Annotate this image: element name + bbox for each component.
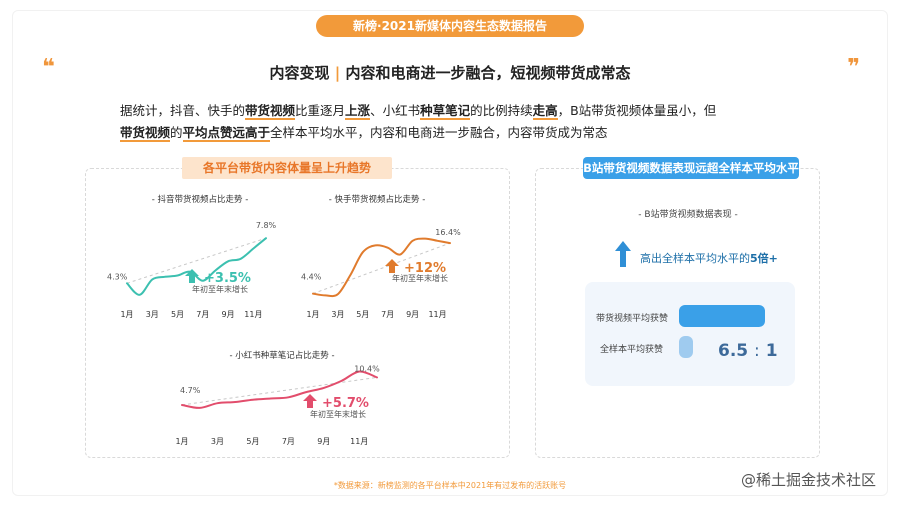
intro-text-5: ，B站带货视频体量虽小，但 — [557, 103, 717, 118]
quote-open-icon: ❝ — [42, 55, 55, 80]
ratio-right: 1 — [765, 341, 778, 361]
bilibili-chart-title: - B站带货视频数据表现 - — [638, 210, 738, 220]
headline-divider: | — [334, 64, 346, 82]
bilibili-stat-card — [585, 282, 795, 386]
quote-close-icon: ❞ — [847, 55, 860, 80]
intro-keyword-5: 带货视频 — [120, 125, 171, 142]
intro-keyword-6: 平均点赞远高于 — [182, 125, 271, 142]
bar2-label: 全样本平均获赞 — [600, 345, 664, 355]
bilibili-claim: 高出全样本平均水平的5倍+ — [640, 250, 778, 266]
intro-keyword-4: 走高 — [532, 103, 558, 120]
intro-keyword-3: 种草笔记 — [420, 103, 471, 120]
data-source-note: *数据来源：新榜监测的各平台样本中2021年有过发布的活跃账号 — [333, 481, 567, 490]
intro-text-1: 据统计，抖音、快手的 — [120, 103, 246, 118]
report-frame — [12, 10, 888, 496]
intro-keyword-2: 上涨 — [345, 103, 371, 120]
bar1-fill — [679, 305, 765, 327]
left-panel — [85, 168, 510, 458]
left-panel-tag: 各平台带货内容体量呈上升趋势 — [182, 157, 392, 179]
watermark: @稀土掘金技术社区 — [740, 471, 876, 489]
intro-text-3: 、小红书 — [370, 103, 421, 118]
right-panel-tag: B站带货视频数据表现远超全样本平均水平 — [583, 157, 799, 179]
ratio-left: 6.5 — [718, 341, 749, 361]
bar2-fill — [679, 336, 693, 358]
intro-text-7: 全样本平均水平，内容和电商进一步融合，内容带货成为常态 — [270, 125, 608, 140]
bilibili-claim-value: 5倍+ — [750, 252, 778, 265]
intro-text-4: 的比例持续 — [470, 103, 533, 118]
ratio-text: 6.5 : 1 — [718, 341, 778, 361]
bilibili-claim-prefix: 高出全样本平均水平的 — [640, 252, 750, 265]
ratio-sep: : — [754, 341, 760, 361]
headline-text: 内容和电商进一步融合，短视频带货成常态 — [345, 64, 631, 82]
intro-text-2: 比重逐月 — [295, 103, 346, 118]
headline-topic: 内容变现 — [269, 64, 330, 82]
intro-keyword-1: 带货视频 — [245, 103, 296, 120]
bar1-label: 带货视频平均获赞 — [596, 314, 669, 324]
intro-paragraph: 据统计，抖音、快手的带货视频比重逐月上涨、小红书种草笔记的比例持续走高，B站带货… — [120, 100, 790, 144]
intro-text-6: 的 — [170, 125, 183, 140]
headline: 内容变现 | 内容和电商进一步融合，短视频带货成常态 — [240, 60, 660, 86]
arrow-up-icon — [615, 241, 631, 267]
report-banner: 新榜·2021新媒体内容生态数据报告 — [316, 15, 584, 37]
